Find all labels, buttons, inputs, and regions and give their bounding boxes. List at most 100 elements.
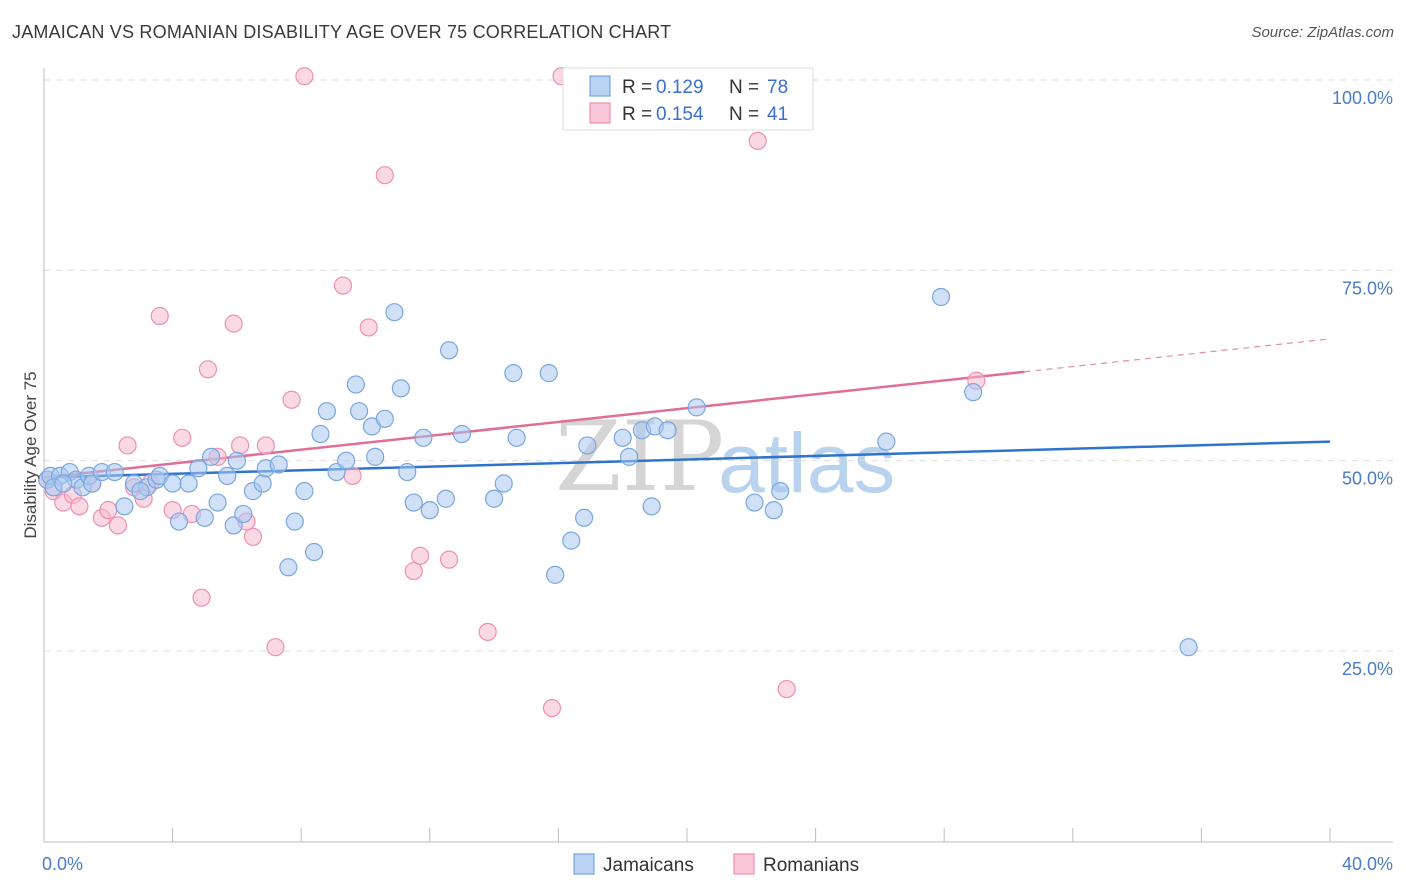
romanians-point-26 — [282, 390, 301, 409]
legend-r-value-jamaicans: 0.129 — [656, 77, 704, 98]
legend-n-label-jamaicans: N = — [729, 77, 759, 98]
jamaicans-point-16 — [169, 512, 189, 531]
jamaicans-point-70 — [771, 482, 790, 501]
jamaicans-point-41 — [366, 447, 385, 466]
jamaicans-point-50 — [439, 341, 459, 360]
watermark-zip: ZIP — [555, 401, 724, 513]
jamaicans-point-51 — [452, 424, 472, 444]
y-tick-label-100: 100.0% — [1332, 88, 1393, 108]
romanians-point-18 — [198, 360, 218, 379]
legend-r-value-romanians: 0.154 — [656, 104, 704, 125]
jamaicans-point-61 — [613, 428, 632, 447]
romanians-point-38 — [748, 131, 767, 151]
romanians-point-7 — [99, 501, 118, 520]
jamaicans-point-60 — [578, 436, 597, 455]
jamaicans-point-20 — [202, 447, 221, 466]
romanians-point-32 — [404, 561, 423, 581]
watermark: ZIP atlas — [555, 401, 895, 513]
romanians-point-23 — [243, 527, 263, 546]
romanians-point-28 — [333, 276, 353, 295]
y-tick-label-25: 25.0% — [1342, 659, 1393, 679]
legend-n-value-romanians: 41 — [767, 104, 788, 125]
series-legend-swatch-romanians — [733, 853, 755, 875]
jamaicans-point-69 — [764, 501, 783, 520]
grid — [44, 79, 1393, 652]
romanians-point-13 — [150, 306, 169, 326]
romanians-point-24 — [256, 436, 275, 455]
jamaicans-point-48 — [420, 501, 439, 520]
jamaicans-point-34 — [311, 424, 330, 444]
jamaicans-point-57 — [546, 565, 565, 584]
romanians-point-25 — [266, 638, 285, 657]
romanians-point-33 — [411, 546, 430, 565]
series-legend-swatch-jamaicans — [573, 853, 595, 875]
y-tick-labels: 25.0% 50.0% 75.0% 100.0% — [1332, 88, 1393, 679]
jamaicans-point-21 — [208, 493, 227, 512]
series-legend: Jamaicans Romanians — [573, 853, 859, 876]
jamaicans-point-43 — [385, 303, 404, 322]
jamaicans-point-9 — [105, 462, 124, 482]
jamaicans-point-22 — [218, 466, 237, 485]
y-axis-label: Disability Age Over 75 — [21, 371, 40, 538]
jamaicans-point-42 — [375, 409, 394, 428]
legend-n-label-romanians: N = — [729, 104, 759, 125]
jamaicans-point-17 — [179, 474, 198, 493]
romanians-point-17 — [192, 588, 211, 607]
romanians-point-29 — [343, 466, 362, 485]
jamaicans-point-55 — [507, 428, 526, 447]
jamaicans-point-68 — [745, 493, 764, 512]
jamaicans-point-47 — [414, 428, 433, 447]
romanians-point-27 — [295, 67, 314, 86]
series-legend-label-jamaicans: Jamaicans — [603, 855, 694, 876]
romanians-point-30 — [359, 318, 378, 337]
jamaicans-point-25 — [234, 504, 253, 524]
x-tick-label-40: 40.0% — [1342, 854, 1393, 874]
stats-legend: R = 0.129 N = 78 R = 0.154 N = 41 — [562, 67, 814, 131]
jamaicans-point-77 — [131, 482, 150, 501]
chart-title: JAMAICAN VS ROMANIAN DISABILITY AGE OVER… — [12, 22, 672, 42]
jamaicans-point-45 — [398, 462, 417, 482]
romanians-point-15 — [173, 428, 192, 447]
romanians-point-31 — [375, 166, 394, 185]
jamaicans-point-31 — [285, 512, 304, 531]
jamaicans-point-27 — [253, 474, 272, 493]
y-tick-label-50: 50.0% — [1342, 469, 1393, 489]
jamaicans-point-15 — [163, 474, 182, 493]
jamaicans-point-58 — [562, 531, 581, 550]
romanians-point-36 — [542, 698, 562, 718]
jamaicans-point-49 — [436, 489, 455, 508]
jamaicans-point-18 — [189, 459, 208, 478]
jamaicans-points — [38, 287, 1198, 657]
jamaicans-point-35 — [317, 402, 337, 421]
chart-source: Source: ZipAtlas.com — [1251, 24, 1394, 41]
jamaicans-point-37 — [337, 451, 356, 470]
axes — [43, 68, 1393, 843]
jamaicans-point-46 — [404, 493, 423, 512]
jamaicans-point-72 — [931, 287, 951, 307]
jamaicans-point-29 — [269, 455, 288, 474]
jamaicans-point-67 — [687, 398, 706, 417]
jamaicans-point-33 — [304, 542, 324, 562]
jamaicans-point-39 — [349, 402, 369, 421]
trend-line-extension-romanians — [1024, 338, 1331, 373]
romanians-point-20 — [224, 314, 243, 333]
jamaicans-point-62 — [620, 447, 639, 466]
jamaicans-point-73 — [964, 383, 983, 402]
watermark-atlas: atlas — [718, 416, 895, 510]
romanians-point-9 — [118, 436, 137, 455]
x-tick-labels: 0.0% 40.0% — [42, 854, 1393, 874]
romanians-point-39 — [777, 679, 796, 699]
legend-swatch-jamaicans — [589, 75, 611, 97]
jamaicans-point-30 — [279, 558, 298, 577]
legend-r-label-jamaicans: R = — [622, 77, 652, 98]
romanians-point-8 — [108, 516, 128, 535]
jamaicans-point-56 — [539, 364, 558, 383]
legend-swatch-romanians — [589, 102, 611, 124]
jamaicans-point-64 — [642, 497, 661, 516]
y-tick-label-75: 75.0% — [1342, 278, 1393, 298]
romanians-point-35 — [478, 622, 497, 642]
romanians-point-34 — [439, 550, 459, 569]
jamaicans-point-54 — [504, 364, 523, 383]
jamaicans-point-53 — [494, 474, 513, 493]
